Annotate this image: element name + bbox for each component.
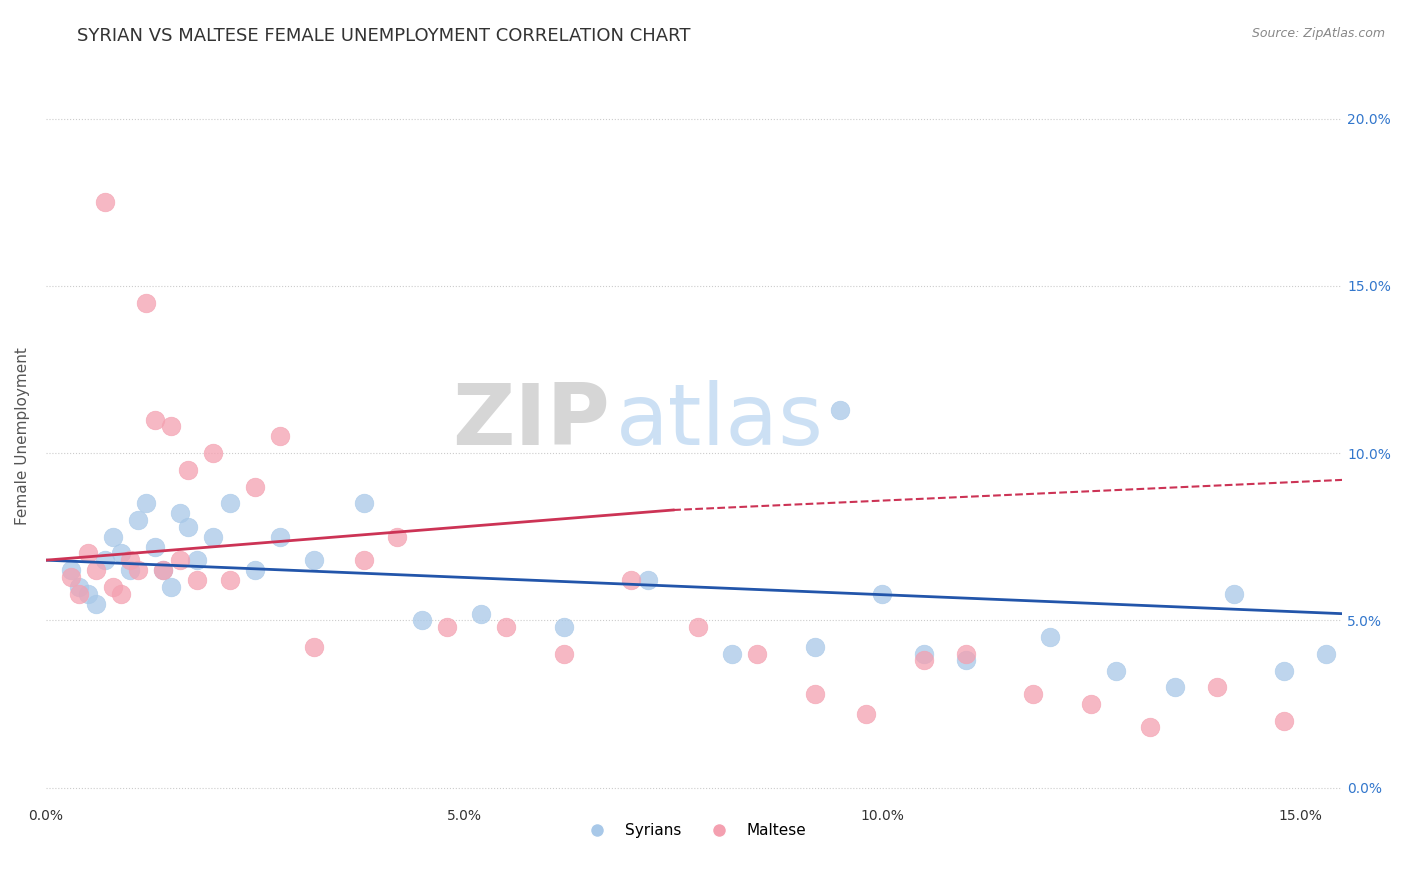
Point — [1205, 680, 1227, 694]
Point — [353, 496, 375, 510]
Point — [110, 586, 132, 600]
Point — [93, 553, 115, 567]
Point — [1272, 714, 1295, 728]
Point — [118, 563, 141, 577]
Point — [67, 586, 90, 600]
Text: SYRIAN VS MALTESE FEMALE UNEMPLOYMENT CORRELATION CHART: SYRIAN VS MALTESE FEMALE UNEMPLOYMENT CO… — [77, 27, 690, 45]
Point — [93, 195, 115, 210]
Point — [1272, 664, 1295, 678]
Point — [127, 513, 149, 527]
Point — [101, 530, 124, 544]
Point — [436, 620, 458, 634]
Point — [76, 546, 98, 560]
Point — [955, 653, 977, 667]
Point — [912, 653, 935, 667]
Point — [955, 647, 977, 661]
Text: ZIP: ZIP — [453, 380, 610, 463]
Point — [1315, 647, 1337, 661]
Point — [219, 573, 242, 587]
Point — [872, 586, 894, 600]
Text: atlas: atlas — [616, 380, 824, 463]
Point — [637, 573, 659, 587]
Point — [745, 647, 768, 661]
Point — [1080, 697, 1102, 711]
Point — [143, 540, 166, 554]
Point — [110, 546, 132, 560]
Point — [830, 402, 852, 417]
Y-axis label: Female Unemployment: Female Unemployment — [15, 348, 30, 525]
Point — [411, 613, 433, 627]
Point — [135, 496, 157, 510]
Point — [127, 563, 149, 577]
Point — [269, 530, 291, 544]
Legend: Syrians, Maltese: Syrians, Maltese — [575, 817, 813, 845]
Point — [720, 647, 742, 661]
Point — [1022, 687, 1045, 701]
Point — [160, 580, 183, 594]
Point — [1105, 664, 1128, 678]
Point — [101, 580, 124, 594]
Point — [553, 620, 575, 634]
Point — [202, 446, 225, 460]
Point — [118, 553, 141, 567]
Point — [177, 519, 200, 533]
Point — [387, 530, 409, 544]
Point — [160, 419, 183, 434]
Point — [169, 506, 191, 520]
Point — [169, 553, 191, 567]
Point — [243, 563, 266, 577]
Point — [67, 580, 90, 594]
Point — [1164, 680, 1187, 694]
Point — [302, 553, 325, 567]
Point — [620, 573, 643, 587]
Point — [60, 570, 83, 584]
Point — [60, 563, 83, 577]
Point — [1038, 630, 1060, 644]
Point — [269, 429, 291, 443]
Point — [135, 295, 157, 310]
Point — [84, 563, 107, 577]
Point — [219, 496, 242, 510]
Point — [202, 530, 225, 544]
Point — [186, 553, 208, 567]
Point — [553, 647, 575, 661]
Point — [1139, 720, 1161, 734]
Point — [1222, 586, 1244, 600]
Point — [186, 573, 208, 587]
Point — [302, 640, 325, 654]
Point — [84, 597, 107, 611]
Point — [495, 620, 517, 634]
Point — [804, 640, 827, 654]
Point — [688, 620, 710, 634]
Point — [804, 687, 827, 701]
Point — [243, 479, 266, 493]
Point — [152, 563, 174, 577]
Point — [152, 563, 174, 577]
Point — [912, 647, 935, 661]
Point — [353, 553, 375, 567]
Point — [855, 706, 877, 721]
Point — [143, 413, 166, 427]
Text: Source: ZipAtlas.com: Source: ZipAtlas.com — [1251, 27, 1385, 40]
Point — [470, 607, 492, 621]
Point — [76, 586, 98, 600]
Point — [177, 463, 200, 477]
